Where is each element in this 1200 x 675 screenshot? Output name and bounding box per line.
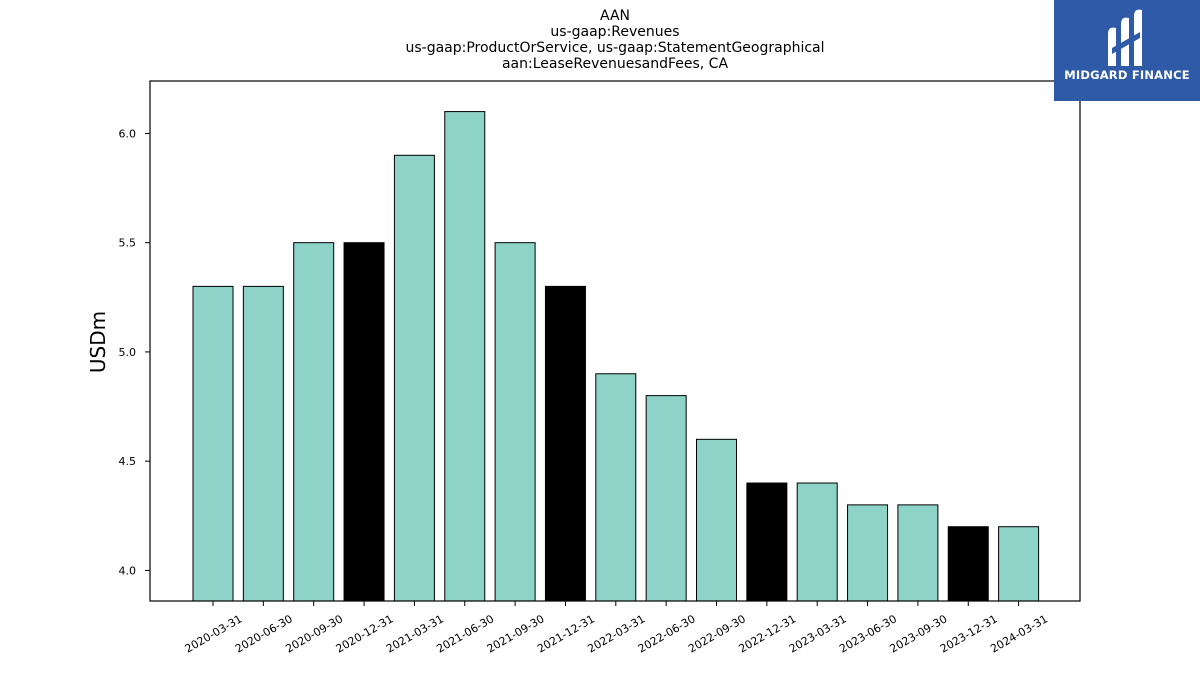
- bar-2021-06-30: [444, 111, 486, 602]
- x-axis-ticks: 2020-03-312020-06-302020-09-302020-12-31…: [183, 601, 1050, 656]
- bar-2020-03-31: [192, 285, 234, 602]
- bar-2023-09-30: [897, 504, 939, 602]
- bar-2021-12-31: [544, 285, 586, 602]
- logo-text: MIDGARD FINANCE: [1064, 68, 1190, 82]
- y-tick-label: 6.0: [119, 127, 137, 140]
- midgard-finance-logo: MIDGARD FINANCE: [1054, 0, 1200, 101]
- midgard-logo-mark-icon: [1108, 9, 1142, 67]
- chart-title-line-3: us-gaap:ProductOrService, us-gaap:Statem…: [405, 40, 824, 56]
- y-tick-label: 4.0: [119, 564, 137, 577]
- chart-title: AAN us-gaap:Revenues us-gaap:ProductOrSe…: [405, 8, 824, 72]
- x-tick-label: 2024-03-31: [988, 612, 1050, 655]
- bar-2022-03-31: [595, 373, 637, 602]
- bar-2022-09-30: [696, 438, 737, 602]
- chart-title-line-1: AAN: [600, 8, 630, 24]
- plot-frame: [149, 80, 1081, 602]
- y-tick-label: 4.5: [119, 455, 137, 468]
- y-axis-label: USDm: [86, 311, 110, 373]
- bar-2022-06-30: [645, 395, 687, 602]
- y-tick-label: 5.0: [119, 346, 137, 359]
- bar-2023-12-31: [947, 526, 989, 602]
- bar-2024-03-31: [998, 526, 1040, 602]
- bar-2023-06-30: [847, 504, 889, 602]
- bar-2021-03-31: [393, 154, 435, 602]
- bar-2023-03-31: [796, 482, 838, 602]
- chart-title-line-4: aan:LeaseRevenuesandFees, CA: [502, 56, 728, 72]
- bar-2020-12-31: [343, 242, 385, 602]
- bar-2020-06-30: [242, 285, 284, 602]
- bar-2022-12-31: [746, 482, 788, 602]
- bar-2021-09-30: [494, 242, 536, 602]
- y-tick-label: 5.5: [119, 237, 137, 250]
- chart-title-line-2: us-gaap:Revenues: [550, 24, 679, 40]
- bars: [192, 111, 1040, 602]
- bar-2020-09-30: [293, 242, 335, 602]
- y-axis-ticks: 4.0 4.5 5.0 5.5 6.0: [119, 127, 150, 577]
